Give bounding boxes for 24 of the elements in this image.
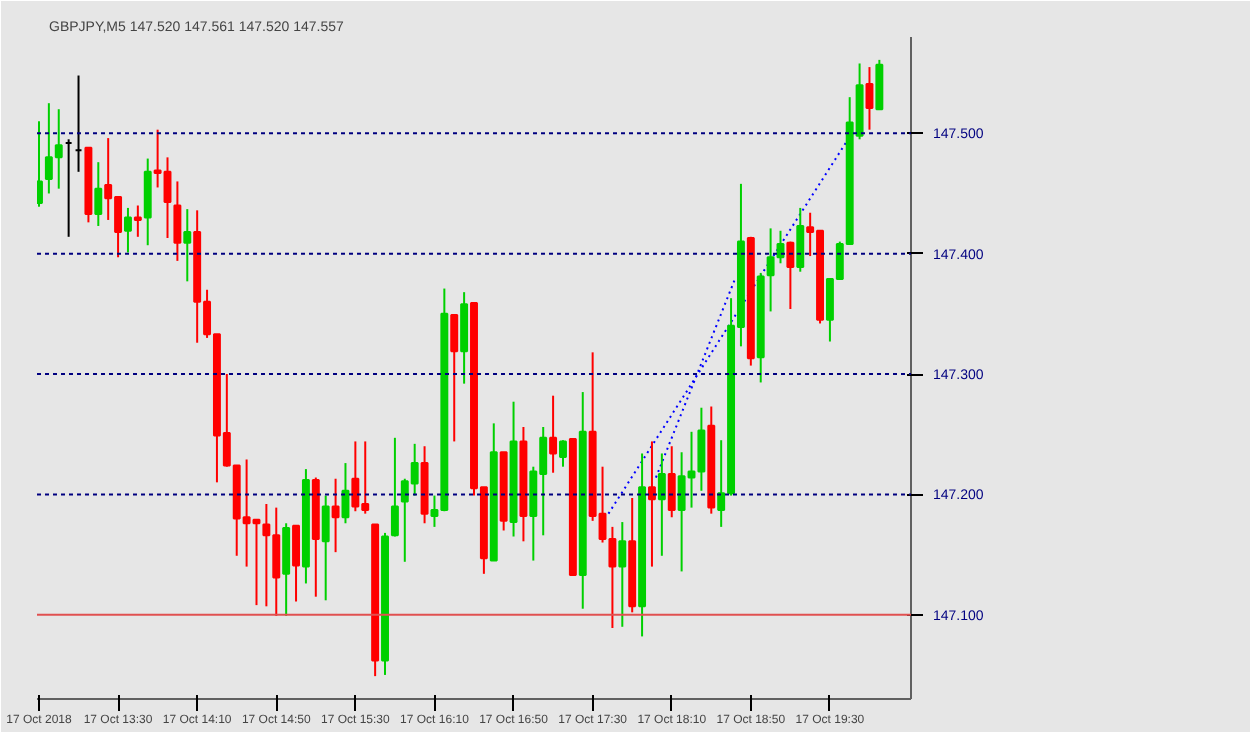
candlestick bbox=[390, 436, 399, 538]
candlestick bbox=[786, 240, 795, 311]
candlestick bbox=[331, 477, 340, 554]
candlestick bbox=[292, 524, 300, 603]
candlestick bbox=[94, 161, 103, 227]
candlestick bbox=[183, 208, 192, 283]
candlestick bbox=[618, 521, 627, 628]
candlestick bbox=[657, 452, 666, 557]
candlestick bbox=[37, 120, 43, 208]
candlestick bbox=[796, 206, 805, 273]
candlestick bbox=[667, 445, 676, 519]
candlestick bbox=[865, 66, 874, 131]
candlestick bbox=[321, 494, 330, 602]
candlestick bbox=[282, 522, 291, 617]
candlestick bbox=[549, 394, 558, 474]
candlestick bbox=[133, 204, 142, 238]
candlestick bbox=[648, 440, 656, 568]
candlestick bbox=[143, 157, 152, 247]
candlestick bbox=[875, 58, 884, 111]
candlestick bbox=[173, 180, 182, 262]
candlestick bbox=[559, 439, 567, 468]
candlestick bbox=[450, 314, 459, 443]
candlestick bbox=[460, 291, 469, 385]
candlestick bbox=[123, 206, 132, 254]
